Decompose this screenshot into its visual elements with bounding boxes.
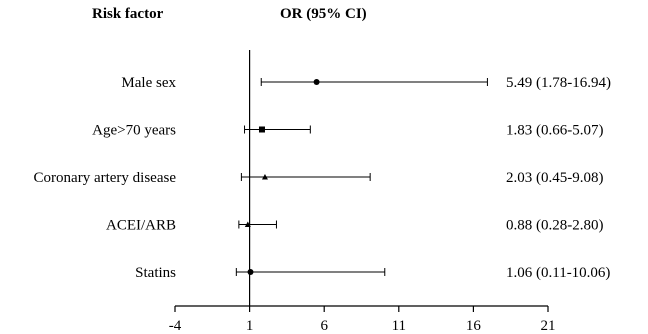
row-label: Statins bbox=[135, 265, 176, 281]
risk-factor-header: Risk factor bbox=[92, 6, 164, 22]
or-marker bbox=[261, 174, 268, 180]
forest-row: Coronary artery disease 2.03 (0.45-9.08) bbox=[34, 170, 604, 186]
or-marker bbox=[313, 79, 320, 85]
forest-row: Statins 1.06 (0.11-10.06) bbox=[135, 265, 610, 281]
forest-row: Age>70 years 1.83 (0.66-5.07) bbox=[92, 123, 603, 139]
or-ci-value: 5.49 (1.78-16.94) bbox=[506, 75, 611, 91]
or-ci-value: 1.83 (0.66-5.07) bbox=[506, 123, 604, 139]
or-marker bbox=[258, 126, 265, 133]
x-axis: -4 1 6 11 16 21 bbox=[169, 305, 556, 334]
row-label: Coronary artery disease bbox=[34, 170, 177, 186]
forest-row: Male sex 5.49 (1.78-16.94) bbox=[121, 75, 611, 91]
forest-rows: Male sex 5.49 (1.78-16.94) Age>70 years 1.8… bbox=[34, 75, 611, 281]
x-tick-label: 21 bbox=[541, 318, 556, 334]
x-tick-label: 11 bbox=[392, 318, 406, 334]
x-tick-label: -4 bbox=[169, 318, 182, 334]
forest-row: ACEI/ARB 0.88 (0.28-2.80) bbox=[106, 218, 604, 234]
row-label: ACEI/ARB bbox=[106, 218, 176, 234]
or-ci-value: 2.03 (0.45-9.08) bbox=[506, 170, 604, 186]
or-ci-value: 1.06 (0.11-10.06) bbox=[506, 265, 610, 281]
x-tick-label: 1 bbox=[246, 318, 254, 334]
or-ci-value: 0.88 (0.28-2.80) bbox=[506, 218, 604, 234]
x-tick-label: 6 bbox=[320, 318, 328, 334]
x-tick-label: 16 bbox=[466, 318, 482, 334]
row-label: Male sex bbox=[121, 75, 176, 91]
or-ci-header: OR (95% CI) bbox=[280, 6, 367, 22]
or-marker bbox=[244, 221, 251, 227]
row-label: Age>70 years bbox=[92, 123, 176, 139]
or-marker bbox=[247, 269, 254, 275]
